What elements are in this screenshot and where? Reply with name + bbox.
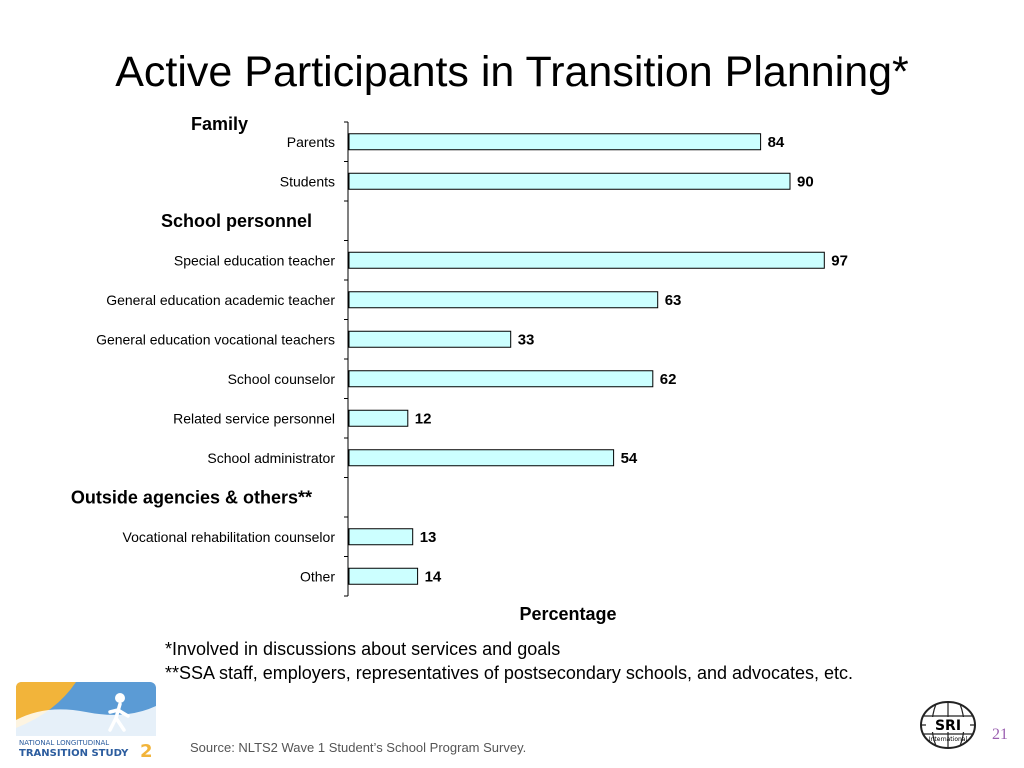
bar — [348, 291, 659, 309]
value-label: 63 — [665, 292, 682, 309]
page-number: 21 — [992, 726, 1008, 743]
value-label: 62 — [660, 371, 677, 388]
category-label: General education academic teacher — [106, 292, 335, 308]
category-label: Other — [300, 568, 335, 584]
value-label: 12 — [415, 410, 432, 427]
nlts-logo-line2: TRANSITION STUDY — [19, 748, 129, 758]
category-label: Special education teacher — [174, 252, 335, 268]
nlts2-logo: NATIONAL LONGITUDINAL TRANSITION STUDY 2 — [16, 682, 156, 758]
bar — [348, 330, 512, 348]
category-label: School administrator — [207, 450, 335, 466]
nlts-logo-line1: NATIONAL LONGITUDINAL — [19, 739, 109, 747]
bar — [348, 251, 825, 269]
value-label: 84 — [768, 134, 785, 151]
value-label: 97 — [831, 252, 848, 269]
bar — [348, 370, 654, 388]
category-label: Parents — [287, 134, 335, 150]
value-label: 90 — [797, 173, 814, 190]
nlts-logo-number: 2 — [140, 741, 153, 758]
group-label: School personnel — [161, 211, 312, 231]
bar — [348, 133, 762, 151]
footnote-1: *Involved in discussions about services … — [165, 639, 561, 659]
category-label: Vocational rehabilitation counselor — [123, 529, 336, 545]
value-label: 54 — [621, 450, 638, 467]
category-label: General education vocational teachers — [96, 331, 335, 347]
sri-international-logo: SRI International — [920, 701, 976, 749]
x-axis-label: Percentage — [519, 604, 616, 624]
category-label: Students — [280, 173, 335, 189]
footnote-2: **SSA staff, employers, representatives … — [165, 663, 854, 683]
chart-title: Active Participants in Transition Planni… — [115, 48, 909, 96]
source-note: Source: NLTS2 Wave 1 Student’s School Pr… — [190, 740, 527, 755]
sri-logo-subtext: International — [929, 736, 968, 743]
sri-logo-text: SRI — [935, 718, 961, 734]
group-label: Outside agencies & others** — [71, 487, 312, 507]
category-label: School counselor — [228, 371, 336, 387]
bar — [348, 409, 409, 427]
bar-chart: Family Parents 84 Students 90 School personne… — [71, 114, 848, 624]
value-label: 13 — [420, 529, 437, 546]
bar — [348, 567, 419, 585]
group-label-family: Family — [191, 114, 248, 134]
value-label: 14 — [425, 568, 442, 585]
bar — [348, 172, 791, 190]
bar — [348, 528, 414, 546]
category-label: Related service personnel — [173, 410, 335, 426]
bar — [348, 449, 615, 467]
value-label: 33 — [518, 331, 535, 348]
